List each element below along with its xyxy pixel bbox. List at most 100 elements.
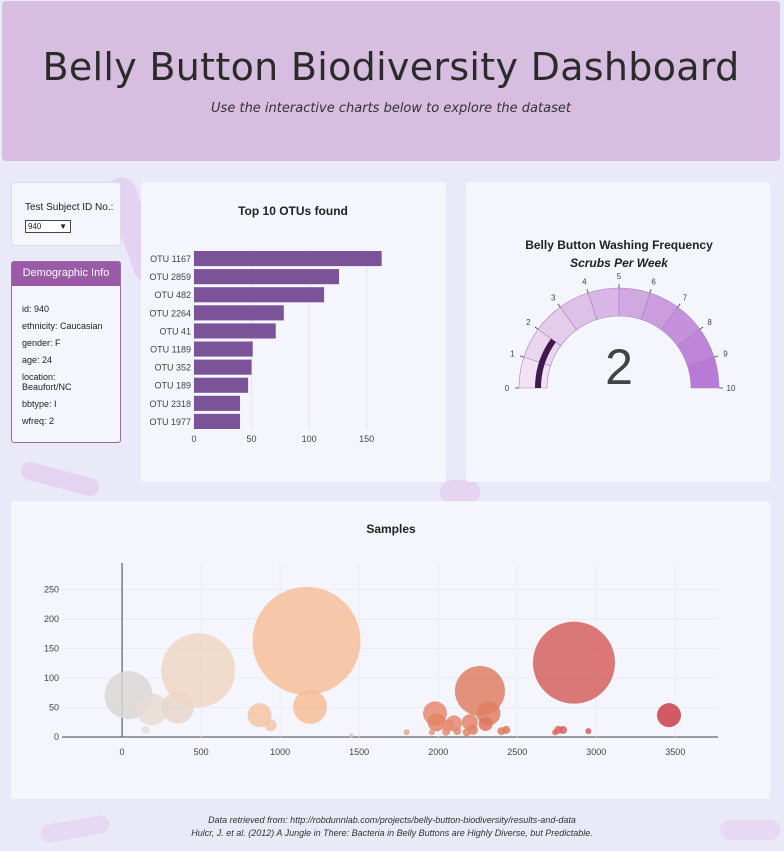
- bubble-mark: [656, 703, 681, 728]
- demographic-title: Demographic Info: [12, 262, 120, 286]
- bar-mark: [194, 287, 325, 303]
- bar-x-tick-label: 50: [247, 434, 257, 444]
- bar-mark: [194, 269, 340, 285]
- bar-mark: [194, 377, 249, 393]
- bar-x-tick-label: 0: [191, 434, 196, 444]
- bar-mark: [194, 251, 382, 267]
- bubble-x-tick-label: 1500: [349, 747, 369, 757]
- gauge-tick: [557, 303, 561, 308]
- gauge-band: [687, 356, 720, 389]
- gauge-tick-label: 4: [582, 277, 587, 286]
- subject-selector-label: Test Subject ID No.:: [25, 202, 114, 213]
- bar-x-tick-label: 100: [302, 434, 317, 444]
- bubble-mark: [532, 621, 615, 704]
- demographic-item: ethnicity: Caucasian: [22, 321, 103, 331]
- gauge-tick: [677, 303, 681, 308]
- demographic-item: age: 24: [22, 355, 53, 365]
- bubble-y-tick-label: 50: [49, 703, 59, 713]
- bubble-mark: [502, 725, 511, 734]
- page-title: Belly Button Biodiversity Dashboard: [42, 45, 740, 89]
- background-pattern: [19, 459, 101, 499]
- background-pattern: [440, 480, 480, 504]
- bubble-mark: [462, 728, 471, 737]
- bubble-mark: [427, 713, 446, 732]
- demographic-panel: Demographic Info id: 940 ethnicity: Cauc…: [11, 261, 121, 443]
- subject-id-select[interactable]: 940 ▼: [25, 220, 71, 233]
- gauge-tick-label: 10: [727, 384, 736, 393]
- bar-mark: [194, 305, 284, 321]
- gauge-tick-label: 8: [707, 318, 712, 327]
- bubble-x-tick-label: 2000: [428, 747, 448, 757]
- bar-category-label: OTU 189: [154, 381, 191, 391]
- bar-category-label: OTU 2264: [149, 308, 191, 318]
- bar-category-label: OTU 482: [154, 290, 191, 300]
- demographic-item: location: Beaufort/NC: [22, 372, 72, 392]
- demographic-item: bbtype: I: [22, 399, 57, 409]
- bubble-mark: [252, 586, 361, 695]
- gauge-tick-label: 0: [505, 384, 510, 393]
- bubble-x-tick-label: 1000: [270, 747, 290, 757]
- bar-mark: [194, 341, 253, 357]
- footer-source: Data retrieved from: http://robdunnlab.c…: [208, 815, 576, 825]
- bubble-y-tick-label: 150: [44, 644, 59, 654]
- gauge-tick: [713, 355, 719, 358]
- bubble-y-tick-label: 250: [44, 585, 59, 595]
- bubble-mark: [135, 693, 168, 726]
- bar-mark: [194, 413, 241, 429]
- top-otus-chart-card: Top 10 OTUs found 0 50 100 150 OTU 1167 OTU 2…: [141, 182, 446, 482]
- gauge-tick-label: 6: [651, 277, 656, 286]
- bubble-mark: [293, 689, 328, 724]
- gauge-tick-label: 9: [723, 349, 728, 358]
- bubble-mark: [247, 703, 272, 728]
- bubble-mark: [264, 719, 277, 732]
- gauge-tick: [586, 288, 589, 294]
- bar-mark: [194, 359, 252, 375]
- bar-category-label: OTU 2859: [149, 272, 191, 282]
- subject-id-value: 940: [28, 222, 42, 231]
- bar-chart-title: Top 10 OTUs found: [238, 204, 348, 218]
- gauge-tick: [699, 326, 704, 330]
- gauge-tick-label: 1: [510, 349, 515, 358]
- gauge-tick: [534, 326, 539, 330]
- gauge-tick: [649, 288, 652, 294]
- wash-frequency-gauge: Belly Button Washing Frequency Scrubs Pe…: [505, 238, 736, 395]
- chevron-down-icon: ▼: [59, 222, 67, 231]
- bubble-mark: [559, 725, 568, 734]
- bubble-mark: [552, 729, 559, 736]
- bubble-mark: [349, 733, 354, 738]
- bubble-y-tick-label: 200: [44, 614, 59, 624]
- gauge-tick-label: 7: [683, 293, 688, 302]
- bar-category-label: OTU 352: [154, 363, 191, 373]
- gauge-value-bar: [535, 338, 556, 388]
- subject-selector-panel: Test Subject ID No.: 940 ▼: [11, 182, 121, 246]
- gauge-value-label: 2: [605, 339, 633, 395]
- bubble-chart-title: Samples: [366, 522, 416, 536]
- bubble-x-tick-label: 3500: [665, 747, 685, 757]
- page-header: Belly Button Biodiversity Dashboard Use …: [2, 1, 780, 161]
- bubble-x-tick-label: 2500: [507, 747, 527, 757]
- bubble-mark: [478, 717, 493, 732]
- bubble-x-tick-label: 3000: [586, 747, 606, 757]
- bubble-x-tick-label: 500: [194, 747, 209, 757]
- bubble-mark: [453, 727, 462, 736]
- gauge-tick: [519, 355, 525, 358]
- bubble-y-tick-label: 0: [54, 732, 59, 742]
- bar-x-tick-label: 150: [359, 434, 374, 444]
- bubble-x-tick-label: 0: [120, 747, 125, 757]
- samples-chart-card: Samples 0 50 100 150 200 250 0 500 1000 1500 2000 2…: [11, 501, 770, 799]
- footer-citation: Hulcr, J. et al. (2012) A Jungle in Ther…: [191, 828, 593, 838]
- wash-frequency-gauge-card: Belly Button Washing Frequency Scrubs Pe…: [466, 182, 770, 482]
- demographic-item: wfreq: 2: [22, 416, 55, 426]
- bubble-mark: [442, 727, 451, 736]
- bubble-mark: [161, 633, 236, 708]
- bar-category-label: OTU 41: [159, 326, 191, 336]
- bar-category-label: OTU 1977: [149, 417, 191, 427]
- bubble-y-tick-label: 100: [44, 673, 59, 683]
- gauge-tick-label: 3: [551, 293, 556, 302]
- bubble-mark: [141, 725, 150, 734]
- top-otus-bar-chart[interactable]: Top 10 OTUs found 0 50 100 150 OTU 1167 OTU 2…: [141, 182, 446, 482]
- bubble-mark: [403, 729, 410, 736]
- bar-category-label: OTU 1189: [150, 345, 191, 355]
- demographic-item: gender: F: [22, 338, 61, 348]
